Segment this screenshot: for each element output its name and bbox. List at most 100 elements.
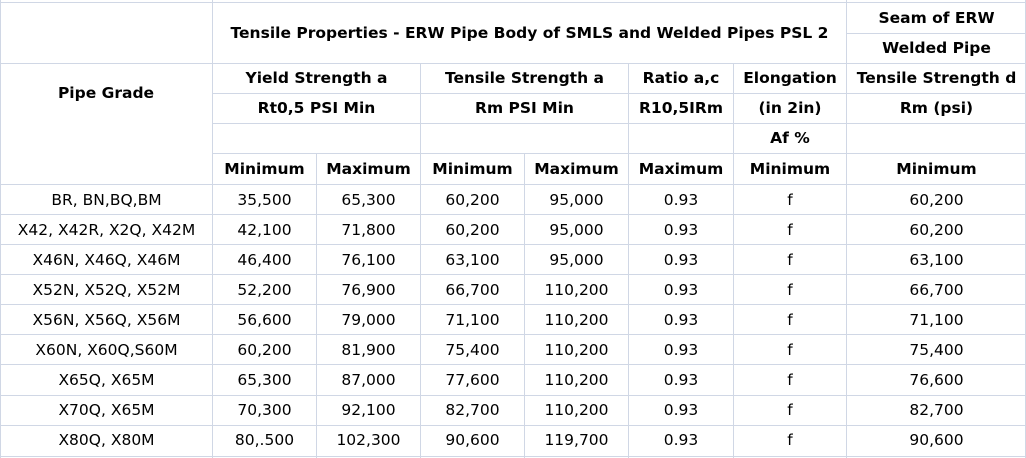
yield-max-cell[interactable]: 76,900 [341, 280, 396, 299]
elongation-cell[interactable]: f [787, 190, 793, 209]
yield-min-cell[interactable]: 52,200 [237, 280, 292, 299]
tensile-min-cell[interactable]: 75,400 [445, 341, 500, 359]
grid-line [0, 304, 1026, 305]
grid-line [0, 184, 1026, 185]
yield-max-cell[interactable]: 76,100 [341, 250, 396, 269]
grid-line [733, 63, 734, 458]
yield-strength-unit[interactable]: Rt0,5 PSI Min [257, 99, 376, 117]
subheader-yield-max[interactable]: Maximum [326, 160, 411, 178]
pipe-grade-cell[interactable]: X60N, X60Q,S60M [35, 341, 178, 359]
pipe-grade-cell[interactable]: X52N, X52Q, X52M [32, 280, 181, 299]
tensile-strength-unit[interactable]: Rm PSI Min [475, 99, 574, 117]
grid-line [420, 63, 421, 458]
yield-max-cell[interactable]: 92,100 [341, 401, 396, 420]
ratio-cell[interactable]: 0.93 [663, 310, 699, 329]
subheader-ratio-max[interactable]: Maximum [638, 160, 724, 178]
tensile-max-cell[interactable]: 110,200 [544, 280, 609, 299]
yield-min-cell[interactable]: 56,600 [237, 310, 292, 329]
tensile-max-cell[interactable]: 110,200 [544, 310, 609, 329]
tensile-strength-header[interactable]: Tensile Strength a [445, 69, 604, 87]
ratio-header[interactable]: Ratio a,c [642, 69, 720, 87]
tensile-min-cell[interactable]: 66,700 [445, 280, 500, 299]
tensile-min-cell[interactable]: 77,600 [445, 371, 500, 390]
elongation-header[interactable]: Elongation [743, 69, 837, 87]
seam-tensile-cell[interactable]: 75,400 [909, 341, 964, 359]
ratio-cell[interactable]: 0.93 [663, 401, 699, 420]
tensile-min-cell[interactable]: 60,200 [445, 220, 500, 239]
elongation-unit[interactable]: (in 2in) [758, 99, 822, 117]
tensile-max-cell[interactable]: 110,200 [544, 341, 609, 359]
tensile-max-cell[interactable]: 95,000 [549, 250, 604, 269]
yield-min-cell[interactable]: 65,300 [237, 371, 292, 390]
yield-min-cell[interactable]: 80,.500 [234, 431, 295, 450]
subheader-yield-min[interactable]: Minimum [224, 160, 305, 178]
subheader-seam-min[interactable]: Minimum [896, 160, 977, 178]
yield-max-cell[interactable]: 71,800 [341, 220, 396, 239]
pipe-grade-cell[interactable]: X42, X42R, X2Q, X42M [17, 220, 196, 239]
grid-line [0, 364, 1026, 365]
seam-tensile-cell[interactable]: 63,100 [909, 250, 964, 269]
pipe-grade-cell[interactable]: X56N, X56Q, X56M [32, 310, 181, 329]
elongation-cell[interactable]: f [787, 310, 793, 329]
pipe-grade-cell[interactable]: X46N, X46Q, X46M [32, 250, 181, 269]
yield-max-cell[interactable]: 79,000 [341, 310, 396, 329]
tensile-min-cell[interactable]: 90,600 [445, 431, 500, 450]
pipe-grade-cell[interactable]: X65Q, X65M [58, 371, 155, 390]
seam-tensile-cell[interactable]: 90,600 [909, 431, 964, 450]
tensile-max-cell[interactable]: 95,000 [549, 220, 604, 239]
ratio-cell[interactable]: 0.93 [663, 190, 699, 209]
pipe-grade-cell[interactable]: BR, BN,BQ,BM [51, 190, 162, 209]
pipe-grade-cell[interactable]: X80Q, X80M [58, 431, 155, 450]
tensile-min-cell[interactable]: 60,200 [445, 190, 500, 209]
subheader-tensile-min[interactable]: Minimum [432, 160, 513, 178]
yield-max-cell[interactable]: 65,300 [341, 190, 396, 209]
ratio-cell[interactable]: 0.93 [663, 250, 699, 269]
grid-line [0, 214, 1026, 215]
tensile-min-cell[interactable]: 71,100 [445, 310, 500, 329]
elongation-cell[interactable]: f [787, 401, 793, 420]
ratio-cell[interactable]: 0.93 [663, 280, 699, 299]
yield-strength-header[interactable]: Yield Strength a [245, 69, 388, 87]
ratio-unit[interactable]: R10,5IRm [638, 99, 724, 117]
elongation-cell[interactable]: f [787, 431, 793, 450]
seam-tensile-cell[interactable]: 66,700 [909, 280, 964, 299]
yield-max-cell[interactable]: 81,900 [341, 341, 396, 359]
seam-tensile-cell[interactable]: 82,700 [909, 401, 964, 420]
seam-tensile-header[interactable]: Tensile Strength d [856, 69, 1017, 87]
elongation-cell[interactable]: f [787, 371, 793, 390]
seam-tensile-cell[interactable]: 60,200 [909, 220, 964, 239]
seam-tensile-cell[interactable]: 60,200 [909, 190, 964, 209]
elongation-cell[interactable]: f [787, 250, 793, 269]
yield-max-cell[interactable]: 102,300 [336, 431, 401, 450]
subheader-tensile-max[interactable]: Maximum [534, 160, 619, 178]
pipe-grade-cell[interactable]: X70Q, X65M [58, 401, 155, 420]
ratio-cell[interactable]: 0.93 [663, 220, 699, 239]
yield-min-cell[interactable]: 60,200 [237, 341, 292, 359]
yield-min-cell[interactable]: 35,500 [237, 190, 292, 209]
seam-title-line1[interactable]: Seam of ERW [878, 9, 995, 27]
group-title[interactable]: Tensile Properties - ERW Pipe Body of SM… [230, 24, 829, 42]
pipe-grade-header[interactable]: Pipe Grade [57, 84, 155, 102]
ratio-cell[interactable]: 0.93 [663, 371, 699, 390]
yield-min-cell[interactable]: 46,400 [237, 250, 292, 269]
seam-tensile-cell[interactable]: 76,600 [909, 371, 964, 390]
subheader-elong-min[interactable]: Minimum [749, 160, 831, 178]
seam-tensile-unit[interactable]: Rm (psi) [899, 99, 974, 117]
elongation-af[interactable]: Af % [770, 129, 810, 147]
yield-max-cell[interactable]: 87,000 [341, 371, 396, 390]
seam-title-line2[interactable]: Welded Pipe [882, 39, 991, 57]
tensile-max-cell[interactable]: 110,200 [544, 371, 609, 390]
yield-min-cell[interactable]: 42,100 [237, 220, 292, 239]
ratio-cell[interactable]: 0.93 [663, 341, 699, 359]
tensile-max-cell[interactable]: 95,000 [549, 190, 604, 209]
tensile-min-cell[interactable]: 63,100 [445, 250, 500, 269]
tensile-max-cell[interactable]: 119,700 [544, 431, 609, 450]
yield-min-cell[interactable]: 70,300 [237, 401, 292, 420]
elongation-cell[interactable]: f [787, 280, 793, 299]
tensile-max-cell[interactable]: 110,200 [544, 401, 609, 420]
ratio-cell[interactable]: 0.93 [663, 431, 699, 450]
seam-tensile-cell[interactable]: 71,100 [909, 310, 964, 329]
tensile-min-cell[interactable]: 82,700 [445, 401, 500, 420]
elongation-cell[interactable]: f [787, 220, 793, 239]
elongation-cell[interactable]: f [787, 341, 793, 359]
